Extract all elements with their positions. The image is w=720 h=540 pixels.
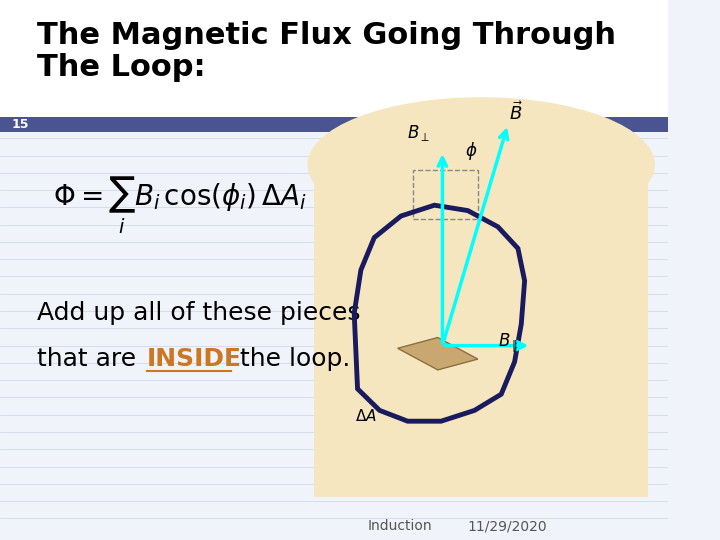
Text: 15: 15 bbox=[12, 118, 30, 131]
FancyBboxPatch shape bbox=[0, 0, 668, 119]
Text: The Loop:: The Loop: bbox=[37, 53, 205, 82]
FancyBboxPatch shape bbox=[0, 117, 668, 132]
Text: $\phi$: $\phi$ bbox=[465, 140, 477, 162]
Text: Add up all of these pieces: Add up all of these pieces bbox=[37, 301, 360, 325]
Text: the loop.: the loop. bbox=[232, 347, 350, 371]
Text: 11/29/2020: 11/29/2020 bbox=[468, 519, 547, 534]
Text: $B_\parallel$: $B_\parallel$ bbox=[498, 331, 518, 354]
Ellipse shape bbox=[307, 97, 655, 232]
PathPatch shape bbox=[397, 338, 478, 370]
Text: $\Delta A$: $\Delta A$ bbox=[356, 408, 377, 424]
Text: $\Phi = \sum_i B_i\,\cos(\phi_i)\,\Delta A_i$: $\Phi = \sum_i B_i\,\cos(\phi_i)\,\Delta… bbox=[53, 174, 307, 236]
Text: that are: that are bbox=[37, 347, 144, 371]
Text: $B_\perp$: $B_\perp$ bbox=[408, 123, 431, 143]
Text: INSIDE: INSIDE bbox=[147, 347, 242, 371]
Text: The Magnetic Flux Going Through: The Magnetic Flux Going Through bbox=[37, 21, 616, 50]
Text: $\vec{B}$: $\vec{B}$ bbox=[509, 102, 523, 124]
Text: Induction: Induction bbox=[368, 519, 432, 534]
FancyBboxPatch shape bbox=[314, 157, 648, 497]
